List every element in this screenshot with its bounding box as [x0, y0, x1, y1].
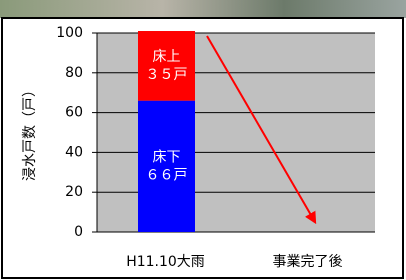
y-tick-label: 20: [65, 184, 83, 200]
segment-name: 床上: [153, 49, 181, 65]
bar-segment: [138, 101, 195, 232]
bar-segment: [138, 31, 195, 101]
segment-name: 床下: [153, 149, 181, 165]
y-tick-label: 100: [56, 25, 83, 41]
value-label: ３５戸: [146, 67, 188, 83]
chart: 浸水戸数（戸） 0 20 40 60 80 100 H11.10大雨床下 ６６戸 床上 ３５戸事業…: [0, 0, 406, 280]
photo-strip: [0, 0, 406, 18]
y-axis-title: 浸水戸数（戸）: [22, 83, 38, 181]
value-label: ６６戸: [146, 167, 188, 183]
y-tick-label: 0: [74, 224, 83, 240]
y-tick-label: 60: [65, 105, 83, 121]
y-tick-label: 40: [65, 144, 83, 160]
x-tick-label: 事業完了後: [273, 254, 343, 270]
x-tick-label: H11.10大雨: [126, 254, 205, 270]
y-tick-label: 80: [65, 65, 83, 81]
